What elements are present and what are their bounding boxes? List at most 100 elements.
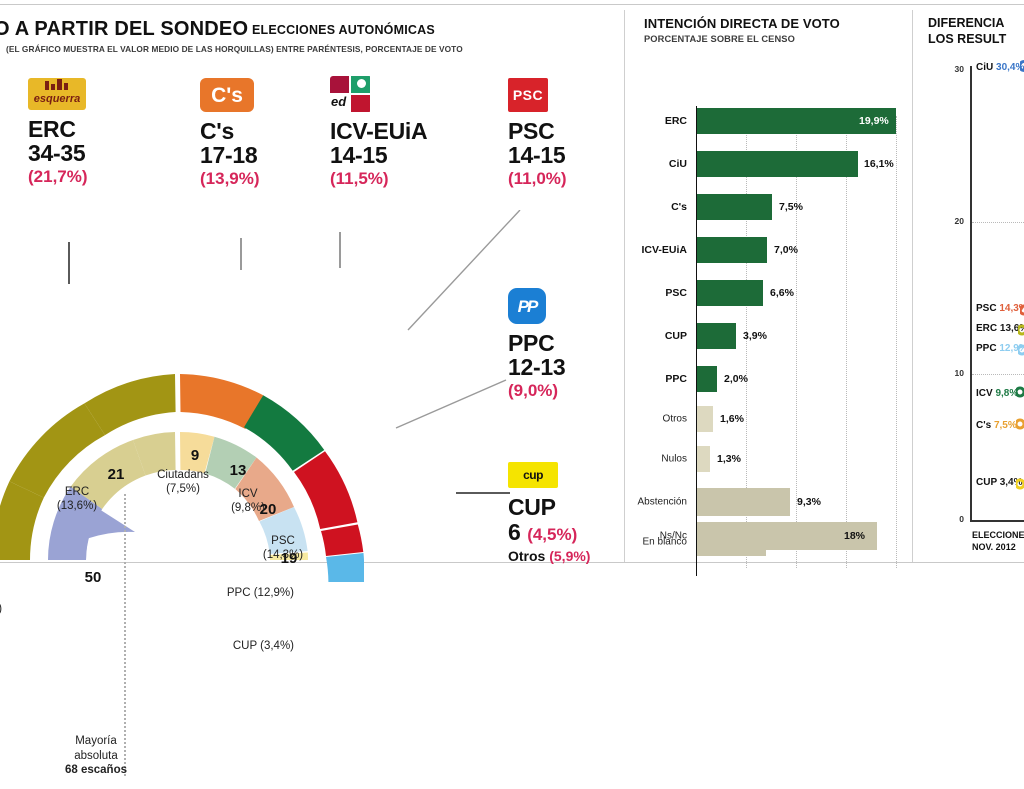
ppc-logo-text: PP xyxy=(517,296,539,316)
bar-erc xyxy=(697,108,896,134)
right-gridline-10 xyxy=(972,374,1024,375)
right-marker-erc xyxy=(1018,324,1024,336)
inner-label-ppc: PPC (12,9%) xyxy=(194,586,294,600)
inner-label-ciutadans-pct: (7,5%) xyxy=(166,483,200,496)
right-marker-psc xyxy=(1020,304,1024,316)
psc-logo-text: PSC xyxy=(512,87,544,103)
psc-seats: 14-15 xyxy=(508,142,566,169)
cup-leader-line xyxy=(456,492,510,494)
inner-seats-cup: 3 xyxy=(284,581,292,582)
right-chart-footer: ELECCIONES NOV. 2012 xyxy=(972,530,1024,553)
bar-abstencion xyxy=(697,488,790,516)
party-card-cup: cup CUP 6 (4,5%) Otros (5,9%) xyxy=(508,462,590,564)
majority-line2: absoluta xyxy=(74,749,118,762)
gridline-15 xyxy=(846,116,847,568)
icv-leader-line xyxy=(339,232,341,268)
bar-label-nsnc: Ns/Nc xyxy=(659,530,687,542)
bar-label-ppc: PPC xyxy=(665,373,687,385)
party-card-icv: ed ICV-EUiA 14-15 (11,5%) xyxy=(330,76,428,188)
direct-vote-intention-panel: INTENCIÓN DIRECTA DE VOTO PORCENTAJE SOB… xyxy=(624,10,912,576)
party-card-cs: C's C's 17-18 (13,9%) xyxy=(200,78,260,188)
bar-otros xyxy=(697,406,713,432)
cs-logo: C's xyxy=(200,78,254,112)
bar-value-cs: 7,5% xyxy=(779,201,803,213)
inner-label-ciu-pct: (30,4%) xyxy=(0,603,2,615)
majority-line3: 68 escaños xyxy=(64,764,127,777)
right-chart-title: DIFERENCIA LOS RESULT xyxy=(928,16,1006,47)
difference-vs-2012-panel: DIFERENCIA LOS RESULT 30 20 10 0 CiU 30,… xyxy=(912,10,1024,562)
bar-value-abstencion: 9,3% xyxy=(797,496,821,508)
inner-seats-psc: 20 xyxy=(260,501,277,518)
bar-value-psc: 6,6% xyxy=(770,287,794,299)
right-label-psc: PSC xyxy=(976,303,997,314)
ytick-30: 30 xyxy=(954,64,964,74)
bar-label-cup: CUP xyxy=(664,330,687,342)
ytick-10: 10 xyxy=(954,368,964,378)
bar-nsnc xyxy=(697,522,877,550)
right-chart-baseline xyxy=(970,520,1024,522)
erc-logo-text: esquerra xyxy=(33,93,81,105)
inner-label-icv: ICV (9,8%) xyxy=(216,487,280,516)
panel-divider-1 xyxy=(624,10,625,562)
inner-label-ciutadans-party: Ciutadans xyxy=(157,469,209,481)
erc-leader-line xyxy=(68,242,70,284)
inner-seats-ciutadans: 9 xyxy=(191,447,199,464)
ppc-logo: PP xyxy=(508,288,546,324)
hemicycle-donut-chart: 50 21 9 13 20 19 3 ERC (13,6%) Ciutadans… xyxy=(0,242,508,776)
bar-value-ciu: 16,1% xyxy=(864,158,894,170)
bar-label-enblanco: En blanco xyxy=(642,536,687,548)
inner-seats-ppc: 19 xyxy=(281,550,298,567)
erc-seats: 34-35 xyxy=(28,140,86,167)
bar-cup xyxy=(697,323,736,349)
right-foot-line2: NOV. 2012 xyxy=(972,541,1016,552)
right-item-ciu: CiU 30,4% xyxy=(976,62,1024,73)
bar-icv xyxy=(697,237,767,263)
inner-seats-icv: 13 xyxy=(230,462,247,479)
right-label-erc: ERC xyxy=(976,323,998,334)
cup-pct: (4,5%) xyxy=(527,525,578,545)
cs-leader-line xyxy=(240,238,242,270)
mid-chart-title: INTENCIÓN DIRECTA DE VOTO xyxy=(644,16,840,31)
right-label-icv: ICV xyxy=(976,388,993,399)
bar-nulos xyxy=(697,446,710,472)
inner-label-ciu: CiU (30,4%) xyxy=(0,588,20,617)
right-value-cs: 7,5% xyxy=(993,420,1017,431)
right-item-cs: C's 7,5% xyxy=(976,420,1017,431)
inner-label-erc-party: ERC xyxy=(64,486,90,498)
erc-pct: (21,7%) xyxy=(28,166,88,186)
cs-logo-text: C's xyxy=(211,83,243,107)
bar-label-cs: C's xyxy=(671,201,687,213)
otros-label: Otros xyxy=(508,548,546,565)
ppc-pct: (9,0%) xyxy=(508,380,559,400)
ytick-0: 0 xyxy=(959,514,964,524)
psc-logo: PSC xyxy=(508,78,548,112)
bar-value-cup: 3,9% xyxy=(743,330,767,342)
right-value-ciu: 30,4% xyxy=(996,62,1024,73)
mid-chart-axis xyxy=(696,106,697,576)
party-card-psc: PSC PSC 14-15 (11,0%) xyxy=(508,78,567,188)
right-marker-ppc xyxy=(1018,344,1024,356)
right-marker-ciu xyxy=(1020,60,1024,72)
ppc-leader-line xyxy=(395,379,507,429)
right-label-ciu: CiU xyxy=(976,62,994,73)
right-value-cup: 3,4% xyxy=(999,477,1023,488)
inner-label-psc-pct: (14,3%) xyxy=(262,549,304,562)
inner-label-ciutadans: Ciutadans (7,5%) xyxy=(143,468,223,497)
inner-label-psc: PSC (14,3%) xyxy=(248,534,318,563)
right-label-cup: CUP xyxy=(976,477,997,488)
otros-pct: (5,9%) xyxy=(549,548,591,565)
right-marker-icv xyxy=(1016,386,1024,398)
inner-label-ppc-pct: (12,9%) xyxy=(253,587,294,599)
right-label-ppc: PPC xyxy=(976,343,997,354)
page-title: O A PARTIR DEL SONDEO xyxy=(0,18,249,40)
icv-logo: ed xyxy=(330,76,372,112)
cup-logo-text: cup xyxy=(523,468,543,482)
party-card-ppc: PP PPC 12-13 (9,0%) xyxy=(508,288,566,400)
bar-ppc xyxy=(697,366,717,392)
inner-label-cup-party: CUP xyxy=(232,640,257,652)
right-item-psc: PSC 14,3% xyxy=(976,303,1024,314)
psc-name: PSC xyxy=(508,118,555,144)
seat-projection-panel: O A PARTIR DEL SONDEO ELECCIONES AUTONÓM… xyxy=(0,10,622,776)
bar-cs xyxy=(697,194,772,220)
right-foot-line1: ELECCIONES xyxy=(972,530,1024,540)
